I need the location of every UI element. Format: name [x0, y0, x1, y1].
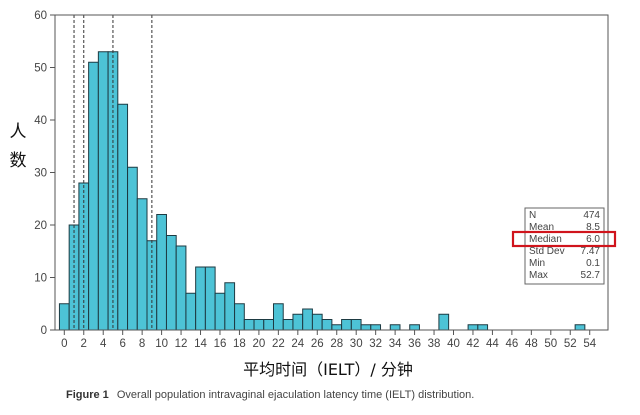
bars-group	[58, 51, 586, 331]
stats-value: 0.1	[586, 258, 600, 269]
histogram-bar	[253, 319, 265, 331]
stats-value: 52.7	[581, 270, 601, 281]
stats-label: Std Dev	[529, 246, 565, 257]
x-tick-label: 34	[389, 338, 402, 350]
histogram-bar	[409, 324, 420, 331]
x-tick-label: 4	[100, 338, 107, 350]
y-tick-label: 50	[34, 63, 47, 75]
y-tick-label: 60	[34, 10, 47, 22]
y-tick-label: 30	[34, 168, 47, 180]
stats-label: Max	[529, 270, 548, 281]
x-tick-label: 48	[525, 338, 538, 350]
histogram-bar	[263, 319, 274, 331]
x-tick-label: 46	[505, 338, 518, 350]
x-tick-label: 30	[350, 338, 363, 350]
histogram-bar	[467, 324, 479, 331]
x-tick-label: 28	[330, 338, 343, 350]
histogram-bar	[243, 319, 255, 331]
x-tick-label: 24	[291, 338, 304, 350]
x-tick-label: 16	[214, 338, 227, 350]
x-tick-label: 52	[564, 338, 577, 350]
y-axis: 0 10 20 30 40 50 60	[34, 10, 55, 337]
x-tick-label: 36	[408, 338, 421, 350]
histogram-bar	[234, 303, 245, 331]
histogram-bar	[175, 245, 187, 331]
y-axis-label-1: 人	[10, 122, 27, 142]
histogram-bar	[341, 319, 352, 331]
stats-value: 6.0	[586, 234, 600, 245]
histogram-bar	[350, 319, 362, 331]
x-tick-label: 2	[81, 338, 87, 350]
histogram-bar	[127, 166, 138, 331]
histogram-bar	[311, 313, 323, 331]
histogram-bar	[292, 313, 304, 331]
histogram-bar	[282, 319, 294, 331]
stats-label: Min	[529, 258, 545, 269]
x-tick-label: 32	[369, 338, 382, 350]
histogram-bar	[88, 61, 99, 331]
histogram-bar	[58, 303, 70, 331]
x-tick-label: 6	[119, 338, 125, 350]
histogram-bar	[195, 266, 206, 331]
x-tick-label: 42	[467, 338, 480, 350]
stats-value: 8.5	[586, 222, 600, 233]
x-tick-label: 0	[61, 338, 67, 350]
y-tick-label: 0	[41, 325, 47, 337]
y-tick-label: 10	[34, 273, 47, 285]
histogram-bar	[438, 313, 450, 331]
median-highlight-box	[511, 230, 617, 248]
histogram-bar	[389, 324, 401, 331]
stats-label: N	[529, 210, 536, 221]
figure-caption: Figure 1 Overall population intravaginal…	[66, 389, 474, 401]
histogram-bar	[360, 324, 372, 331]
histogram-bar	[165, 235, 177, 331]
histogram-bar	[204, 266, 216, 331]
histogram-bar	[214, 292, 226, 331]
x-tick-label: 14	[194, 338, 207, 350]
histogram-bar	[272, 303, 284, 331]
y-tick-label: 20	[34, 220, 47, 232]
x-tick-label: 44	[486, 338, 499, 350]
stats-value: 474	[583, 210, 600, 221]
stats-value: 7.47	[581, 246, 601, 257]
reference-lines	[73, 15, 153, 330]
x-tick-label: 26	[311, 338, 324, 350]
caption-label: Figure 1	[66, 389, 109, 401]
x-tick-label: 18	[233, 338, 246, 350]
stats-box: N 474 Mean 8.5 Median 6.0 Std Dev 7.47 Min 0.1 Max…	[511, 207, 617, 285]
histogram-bar	[224, 282, 236, 331]
histogram-bar	[321, 319, 333, 331]
x-tick-label: 8	[139, 338, 145, 350]
x-tick-label: 20	[253, 338, 266, 350]
histogram-bar	[136, 198, 148, 331]
histogram-bar	[97, 51, 109, 331]
x-tick-label: 22	[272, 338, 285, 350]
histogram-bar	[156, 214, 167, 331]
histogram-bar	[185, 292, 197, 331]
x-tick-label: 10	[155, 338, 168, 350]
stats-label: Mean	[529, 222, 554, 233]
histogram-bar	[477, 324, 489, 331]
histogram-bar	[117, 103, 129, 331]
stats-label: Median	[529, 234, 562, 245]
x-tick-label: 40	[447, 338, 460, 350]
x-tick-label: 12	[175, 338, 188, 350]
y-axis-label-2: 数	[10, 151, 27, 171]
x-tick-label: 50	[544, 338, 557, 350]
histogram-bar	[331, 324, 343, 331]
x-axis: 0 2 4 6 8 10 12 14 16 18 20 22 24 26 28 30 32 34 36 38 40 42 4…	[61, 330, 597, 350]
histogram-bar	[574, 324, 586, 331]
histogram-bar	[370, 324, 382, 331]
x-axis-label: 平均时间（IELT）/ 分钟	[243, 360, 413, 379]
x-tick-label: 54	[583, 338, 596, 350]
caption-text: Overall population intravaginal ejaculat…	[117, 389, 474, 401]
x-tick-label: 38	[428, 338, 441, 350]
y-tick-label: 40	[34, 115, 47, 127]
histogram-bar	[302, 308, 313, 331]
